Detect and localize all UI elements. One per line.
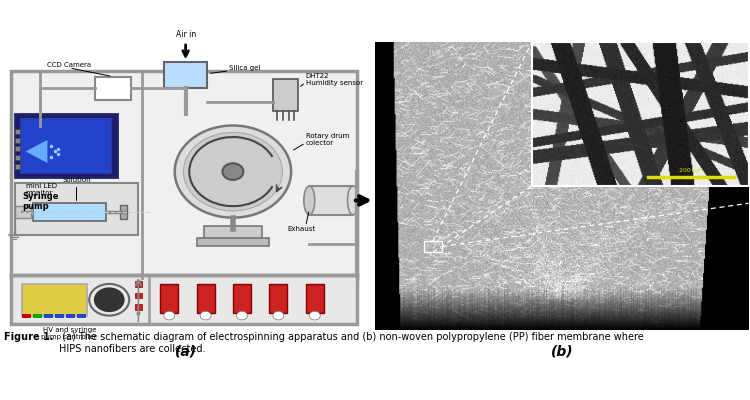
- Text: Silica gel: Silica gel: [230, 65, 261, 71]
- Bar: [16, 138, 20, 143]
- Bar: [65, 314, 75, 318]
- Bar: [94, 76, 131, 100]
- Bar: [135, 304, 142, 310]
- Bar: [233, 284, 251, 313]
- Bar: [532, 42, 748, 186]
- Text: (b): (b): [550, 344, 573, 358]
- Ellipse shape: [304, 186, 315, 215]
- Bar: [164, 62, 208, 88]
- Text: (a): (a): [175, 344, 196, 358]
- Text: (a) The schematic diagram of electrospinning apparatus and (b) non-woven polypro: (a) The schematic diagram of electrospin…: [58, 332, 644, 354]
- Bar: [309, 186, 353, 215]
- Text: HV and syringe
pump controller: HV and syringe pump controller: [41, 327, 97, 340]
- Ellipse shape: [347, 186, 358, 215]
- Text: 200 μm: 200 μm: [679, 168, 703, 173]
- Text: Solution: Solution: [62, 177, 91, 183]
- Bar: [196, 238, 269, 246]
- Bar: [22, 284, 88, 316]
- Text: mini LED
monitor: mini LED monitor: [26, 183, 56, 196]
- Bar: [160, 284, 178, 313]
- Bar: [76, 314, 86, 318]
- Circle shape: [184, 132, 283, 211]
- Text: Syringe
pump: Syringe pump: [22, 192, 58, 211]
- Bar: [16, 155, 20, 160]
- Circle shape: [236, 311, 248, 320]
- Bar: [273, 80, 298, 111]
- Bar: [135, 281, 142, 287]
- Bar: [33, 314, 42, 318]
- Circle shape: [223, 163, 244, 180]
- Circle shape: [309, 311, 320, 320]
- Text: Air out: Air out: [379, 196, 404, 205]
- Circle shape: [273, 311, 284, 320]
- Bar: [15, 114, 116, 177]
- Bar: [269, 284, 287, 313]
- Text: Figure 1.: Figure 1.: [4, 332, 53, 342]
- Bar: [11, 275, 356, 324]
- Bar: [135, 292, 142, 298]
- Bar: [306, 284, 324, 313]
- Text: DHT22
Humidity sensor: DHT22 Humidity sensor: [306, 73, 363, 86]
- Bar: [196, 284, 214, 313]
- Bar: [44, 314, 52, 318]
- Circle shape: [164, 311, 175, 320]
- Bar: [22, 209, 33, 215]
- Text: Air in: Air in: [176, 30, 196, 39]
- Bar: [16, 146, 20, 152]
- Bar: [20, 118, 111, 173]
- Bar: [33, 203, 106, 220]
- Bar: [22, 314, 31, 318]
- Text: Exhaust: Exhaust: [287, 226, 316, 232]
- Circle shape: [94, 288, 124, 311]
- Text: CCD Camera: CCD Camera: [47, 62, 92, 68]
- Circle shape: [200, 311, 211, 320]
- Bar: [204, 226, 262, 241]
- Text: Rotary drum
colector: Rotary drum colector: [306, 134, 349, 146]
- Bar: [11, 71, 356, 278]
- Bar: [55, 314, 64, 318]
- Bar: [16, 129, 20, 134]
- Circle shape: [175, 126, 291, 218]
- Polygon shape: [26, 140, 47, 163]
- Bar: [16, 164, 20, 169]
- Bar: [424, 241, 442, 252]
- Bar: [15, 206, 31, 218]
- Bar: [120, 205, 128, 219]
- Bar: [15, 183, 138, 235]
